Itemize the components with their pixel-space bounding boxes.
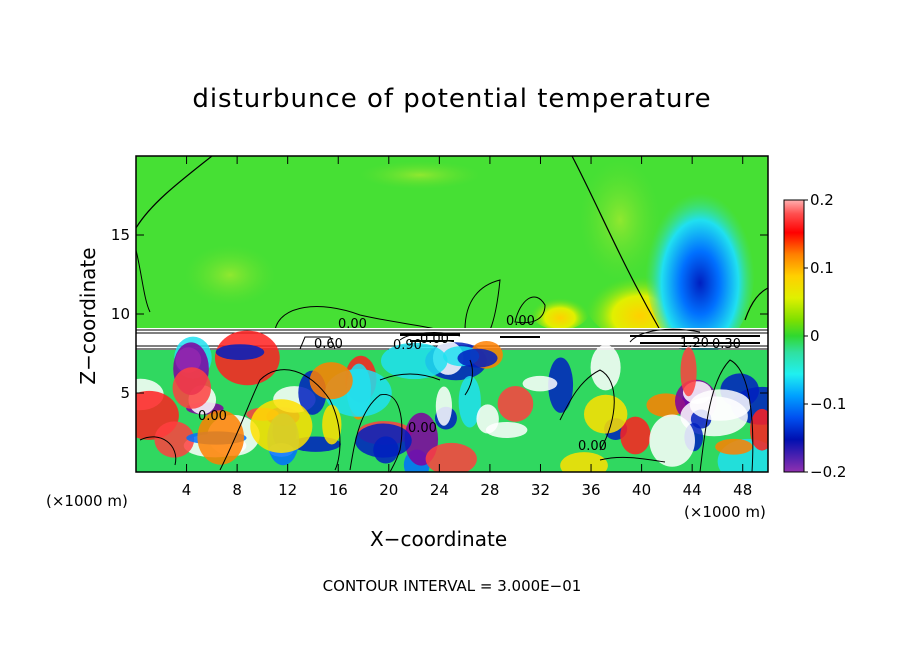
- colorbar-tick-label: 0.1: [810, 259, 834, 277]
- turbulence-blob: [458, 375, 481, 428]
- contour-label: 0.90: [393, 338, 422, 353]
- turbulence-blob: [425, 442, 477, 472]
- cold-anomaly: [645, 175, 755, 355]
- turbulence-blob: [215, 344, 265, 361]
- colorbar: [783, 199, 805, 473]
- colorbar-tick-label: 0: [810, 327, 820, 345]
- x-tick-label: 44: [683, 481, 702, 499]
- turbulence-blob: [522, 375, 558, 392]
- contour-label: 0.00: [338, 317, 367, 332]
- x-unit-left: (×1000 m): [46, 492, 128, 510]
- turbulence-blob: [250, 399, 313, 453]
- turbulence-blob: [560, 452, 608, 472]
- x-tick-label: 28: [480, 481, 499, 499]
- x-tick-label: 8: [232, 481, 242, 499]
- contour-label: 0.00: [198, 409, 227, 424]
- turbulence-blob: [154, 421, 195, 458]
- turbulence-blob: [715, 438, 753, 455]
- x-tick-label: 48: [733, 481, 752, 499]
- turbulence-blob: [309, 362, 353, 400]
- turbulence-blob: [583, 394, 628, 434]
- y-axis-label: Z−coordinate: [76, 247, 100, 385]
- colorbar-ticks: 0.2 0.1 0 −0.1 −0.2: [804, 191, 846, 481]
- turbulence-blob: [435, 386, 452, 426]
- turbulence-blob: [649, 414, 695, 467]
- chart-title: disturbunce of potential temperature: [192, 84, 712, 114]
- contour-label: 0.30: [712, 337, 741, 352]
- x-unit-right: (×1000 m): [684, 503, 766, 521]
- x-tick-label: 4: [182, 481, 192, 499]
- turbulence-blob: [548, 357, 574, 413]
- contour-label: 0.00: [408, 421, 437, 436]
- y-axis: 5 10 15: [111, 226, 768, 402]
- colorbar-tick-label: −0.1: [810, 395, 846, 413]
- contour-label: 0.00: [506, 314, 535, 329]
- turbulence-blob: [485, 421, 528, 439]
- turbulence-blob: [497, 385, 534, 422]
- x-tick-label: 16: [329, 481, 348, 499]
- turbulence-blob: [197, 410, 244, 465]
- contour-interval-note: CONTOUR INTERVAL = 3.000E−01: [322, 577, 582, 595]
- contour-label: 0.00: [420, 332, 449, 347]
- heatmap-field: [136, 156, 768, 472]
- turbulence-blob: [172, 367, 212, 409]
- colorbar-tick-label: −0.2: [810, 463, 846, 481]
- x-axis-label: X−coordinate: [370, 527, 508, 551]
- colorbar-tick-label: 0.2: [810, 191, 834, 209]
- turbulence-blob: [590, 344, 621, 391]
- x-tick-label: 40: [632, 481, 651, 499]
- turbulence-blob: [680, 347, 697, 397]
- turbulence-blob: [457, 348, 498, 368]
- y-tick-label: 10: [111, 305, 130, 323]
- x-axis: 4 8 12 16 20 24 28 32 36 40 44 48: [182, 156, 752, 499]
- contour-label: 1.20: [680, 336, 709, 351]
- x-tick-label: 32: [531, 481, 550, 499]
- contour-label: 0.60: [314, 337, 343, 352]
- turbulence-blob: [380, 342, 448, 380]
- turbulence-blob: [373, 436, 399, 464]
- lower-turbulence: [136, 330, 768, 472]
- turbulence-blob: [749, 408, 768, 451]
- y-tick-label: 5: [120, 384, 130, 402]
- contour-labels: 0.000.60 0.900.000.000.000.000.001.20 0.30: [198, 314, 741, 454]
- x-tick-label: 36: [581, 481, 600, 499]
- contour-label: 0.00: [578, 439, 607, 454]
- x-tick-label: 24: [430, 481, 449, 499]
- y-tick-label: 15: [111, 226, 130, 244]
- x-tick-label: 12: [278, 481, 297, 499]
- turbulence-blob: [322, 404, 342, 445]
- x-tick-label: 20: [379, 481, 398, 499]
- turbulence-blob: [620, 416, 651, 455]
